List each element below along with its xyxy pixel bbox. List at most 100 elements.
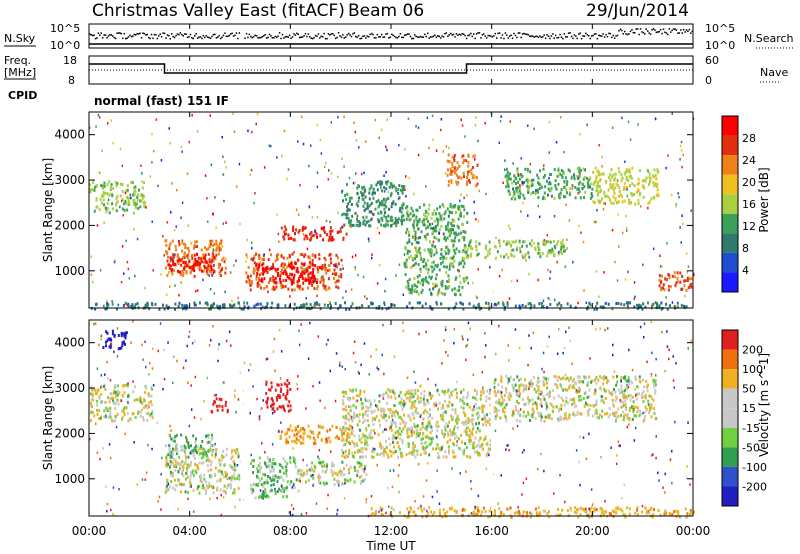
nave-tick-bottom: 0 [705,74,712,87]
heatmap-cell [508,297,511,300]
heatmap-cell [286,275,289,279]
heatmap-cell [445,455,448,459]
heatmap-cell [217,469,220,473]
heatmap-cell [170,473,173,477]
heatmap-cell [582,380,585,384]
heatmap-cell [478,305,481,309]
heatmap-cell [347,412,350,416]
heatmap-cell [408,427,411,431]
heatmap-cell [316,302,318,306]
nsky-point [202,34,205,37]
heatmap-cell [369,436,372,440]
heatmap-cell [430,396,433,400]
heatmap-cell [111,302,114,306]
nsky-point [664,31,666,33]
heatmap-cell [555,187,558,191]
heatmap-cell [447,153,450,157]
heatmap-cell [313,469,316,473]
nsky-point [490,35,492,37]
heatmap-cell [343,223,346,227]
heatmap-cell [89,188,92,192]
heatmap-cell [343,407,346,411]
heatmap-cell [119,205,121,209]
heatmap-cell [636,190,639,194]
heatmap-cell [577,182,580,186]
heatmap-cell [242,307,245,311]
heatmap-cell [564,176,567,180]
heatmap-cell [437,218,440,222]
heatmap-cell [659,254,661,258]
heatmap-cell [519,306,522,309]
heatmap-cell [564,185,567,189]
heatmap-cell [341,482,344,486]
heatmap-cell [625,214,627,218]
heatmap-cell [406,249,409,253]
heatmap-cell [132,199,135,203]
heatmap-cell [329,440,332,444]
heatmap-cell [387,455,390,459]
heatmap-cell [506,301,509,305]
heatmap-cell [302,441,305,445]
nsky-point [135,34,137,36]
nsky-point [201,37,203,40]
heatmap-cell [160,273,162,276]
nsky-point [536,35,538,37]
heatmap-cell [368,433,371,437]
nsky-point [171,33,173,35]
heatmap-cell [484,418,487,421]
heatmap-cell [628,407,631,410]
heatmap-cell [361,197,364,201]
heatmap-cell [98,116,101,119]
heatmap-cell [449,256,452,260]
heatmap-cell [362,455,365,459]
heatmap-cell [535,390,538,394]
heatmap-cell [284,232,286,236]
heatmap-cell [639,191,641,195]
heatmap-cell [353,444,356,448]
heatmap-cell [278,240,280,243]
heatmap-cell [307,265,310,269]
heatmap-cell [389,411,392,415]
nsky-point [252,35,255,38]
heatmap-cell [280,475,283,479]
heatmap-cell [102,385,105,388]
heatmap-cell [429,305,432,309]
heatmap-cell [447,433,450,437]
heatmap-cell [123,413,126,417]
heatmap-cell [192,260,195,264]
heatmap-cell [382,453,385,457]
heatmap-cell [451,288,454,292]
nsky-point [611,36,613,39]
heatmap-cell [226,447,228,451]
heatmap-cell [453,259,456,263]
nsky-point [503,37,505,40]
heatmap-cell [413,431,416,435]
heatmap-cell [145,206,147,209]
heatmap-cell [222,222,225,225]
nsky-point [626,33,629,36]
heatmap-cell [222,256,225,260]
heatmap-cell [445,271,448,275]
heatmap-cell [352,404,355,407]
heatmap-cell [259,479,262,483]
heatmap-cell [103,221,105,224]
heatmap-cell [363,209,366,212]
heatmap-cell [436,388,439,392]
heatmap-cell [345,479,348,483]
heatmap-cell [342,438,345,442]
heatmap-cell [230,483,233,487]
heatmap-cell [577,177,580,180]
heatmap-cell [250,487,253,491]
heatmap-cell [466,220,469,224]
heatmap-cell [380,216,383,220]
nsky-point [613,37,616,39]
heatmap-cell [424,427,427,431]
heatmap-cell [297,140,299,143]
heatmap-cell [439,448,442,452]
heatmap-cell [337,275,340,278]
heatmap-cell [121,417,123,421]
heatmap-cell [200,260,203,264]
heatmap-cell [289,404,292,408]
heatmap-cell [497,301,500,305]
heatmap-cell [404,265,407,269]
